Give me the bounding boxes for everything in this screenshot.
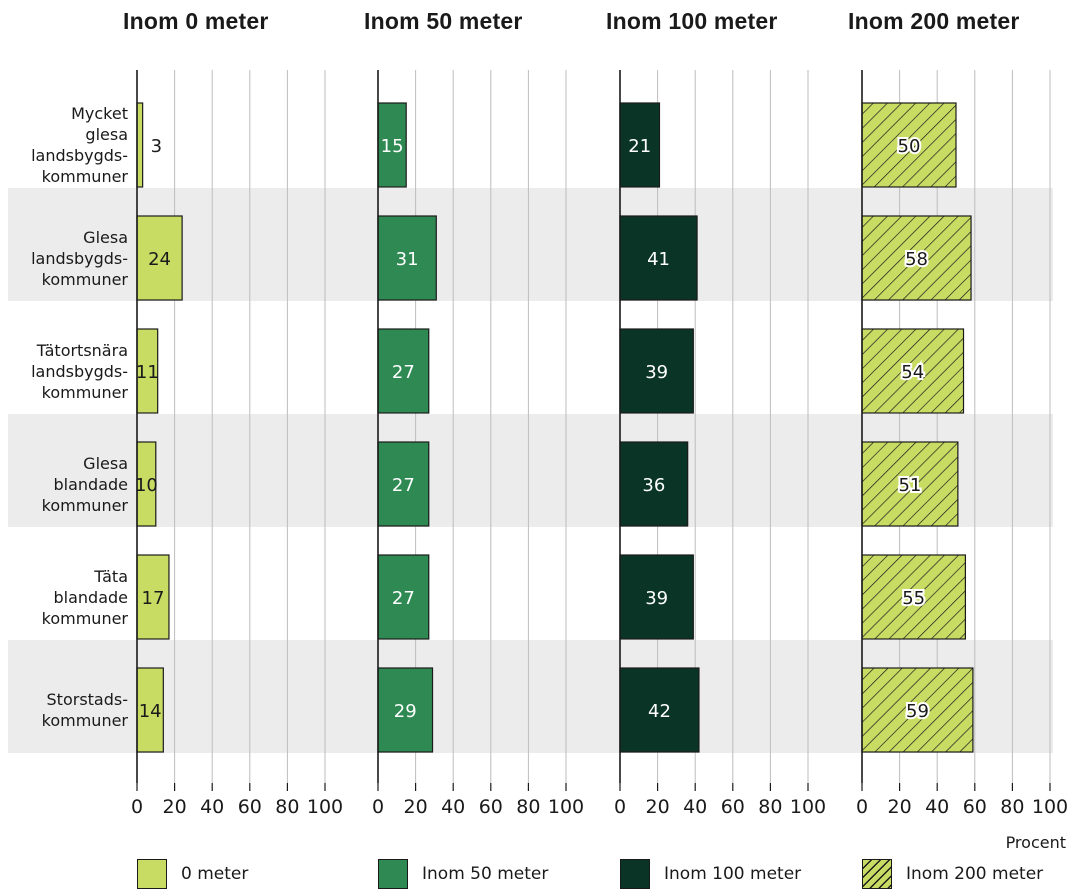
data-label: 55: [902, 588, 925, 609]
data-label: 58: [905, 249, 928, 270]
bar: [619, 441, 689, 527]
data-label: 15: [381, 136, 404, 157]
x-tick-label: 80: [275, 796, 299, 818]
x-tick-label: 20: [163, 796, 187, 818]
bars: 3 24 11 10 17 14 15 31 27 27 27 29 21 41 39 36 39 42 50 58 5…: [135, 102, 974, 753]
x-tick-label: 80: [516, 796, 540, 818]
bar: [377, 215, 437, 301]
data-label: 17: [142, 588, 165, 609]
x-tick-label: 40: [925, 796, 949, 818]
data-label: 27: [392, 588, 415, 609]
bar: [377, 667, 434, 753]
x-tick-label: 20: [404, 796, 428, 818]
bar: [861, 441, 959, 527]
legend-swatch: [862, 859, 892, 889]
data-label: 41: [647, 249, 670, 270]
legend-label: 0 meter: [181, 864, 249, 884]
data-label: 27: [392, 362, 415, 383]
data-label: 27: [392, 475, 415, 496]
x-axis-unit-label: Procent: [1005, 833, 1066, 852]
bar: [861, 667, 974, 753]
legend-swatch: [137, 859, 167, 889]
data-label: 42: [648, 701, 671, 722]
x-tick-label: 80: [758, 796, 782, 818]
x-tick-label: 40: [441, 796, 465, 818]
x-tick-label: 80: [1000, 796, 1024, 818]
x-tick-label: 0: [856, 796, 868, 818]
x-tick-label: 40: [200, 796, 224, 818]
category-label: Täta blandade kommuner: [41, 566, 128, 628]
data-label: 14: [139, 701, 162, 722]
data-label: 21: [628, 136, 651, 157]
data-label: 51: [898, 475, 921, 496]
legend-label: Inom 200 meter: [906, 864, 1044, 884]
axes: 0 20 40 60 80 100 0 20 40 60 80 100 0 20 40 60 80 100 0 20 4…: [131, 70, 1068, 818]
data-label: 24: [148, 249, 171, 270]
legend-item: Inom 100 meter: [620, 858, 801, 890]
bar: [861, 215, 972, 301]
bar: [861, 102, 957, 188]
category-label: Storstads- kommuner: [41, 690, 128, 730]
x-tick-label: 0: [131, 796, 143, 818]
bar: [619, 102, 661, 188]
category-label: Glesa blandade kommuner: [41, 453, 128, 515]
bar: [136, 667, 164, 753]
category-label: Mycket glesa landsbygds- kommuner: [31, 104, 128, 186]
x-tick-label: 100: [790, 796, 826, 818]
bar: [377, 554, 430, 640]
data-label: 39: [645, 362, 668, 383]
x-tick-label: 0: [614, 796, 626, 818]
category-label: Glesa landsbygds- kommuner: [31, 227, 128, 289]
bar: [619, 215, 698, 301]
x-tick-label: 20: [888, 796, 912, 818]
legend-label: Inom 50 meter: [422, 864, 549, 884]
x-tick-label: 60: [238, 796, 262, 818]
panel-title: Inom 0 meter: [123, 8, 269, 34]
gridlines: [174, 70, 1051, 783]
x-tick-label: 40: [683, 796, 707, 818]
legend-item: Inom 200 meter: [862, 858, 1043, 890]
bar: [619, 667, 700, 753]
bar: [861, 554, 967, 640]
data-label: 59: [906, 701, 929, 722]
data-label: 50: [898, 136, 921, 157]
x-tick-label: 60: [479, 796, 503, 818]
legend-swatch: [378, 859, 408, 889]
x-tick-label: 0: [372, 796, 384, 818]
panel-title: Inom 50 meter: [364, 8, 523, 34]
bar: [136, 215, 183, 301]
x-tick-label: 100: [1032, 796, 1068, 818]
data-label: 36: [642, 475, 665, 496]
data-label: 39: [645, 588, 668, 609]
data-label: 3: [151, 136, 162, 157]
category-label: Tätortsnära landsbygds- kommuner: [31, 340, 128, 402]
panel-title: Inom 100 meter: [606, 8, 778, 34]
bar: [861, 328, 965, 414]
x-tick-label: 100: [307, 796, 343, 818]
x-tick-label: 20: [646, 796, 670, 818]
x-tick-label: 100: [548, 796, 584, 818]
x-tick-label: 60: [963, 796, 987, 818]
x-tick-label: 60: [721, 796, 745, 818]
bar: [136, 102, 144, 188]
data-label: 10: [135, 475, 158, 496]
legend-label: Inom 100 meter: [664, 864, 802, 884]
bar: [377, 102, 407, 188]
bar: [377, 328, 430, 414]
legend-swatch: [620, 859, 650, 889]
data-label: 29: [394, 701, 417, 722]
data-label: 54: [901, 362, 924, 383]
legend-item: 0 meter: [137, 858, 248, 890]
data-label: 11: [136, 362, 159, 383]
data-label: 31: [396, 249, 419, 270]
bar: [619, 554, 694, 640]
legend-item: Inom 50 meter: [378, 858, 548, 890]
panel-title: Inom 200 meter: [848, 8, 1020, 34]
bar: [377, 441, 430, 527]
